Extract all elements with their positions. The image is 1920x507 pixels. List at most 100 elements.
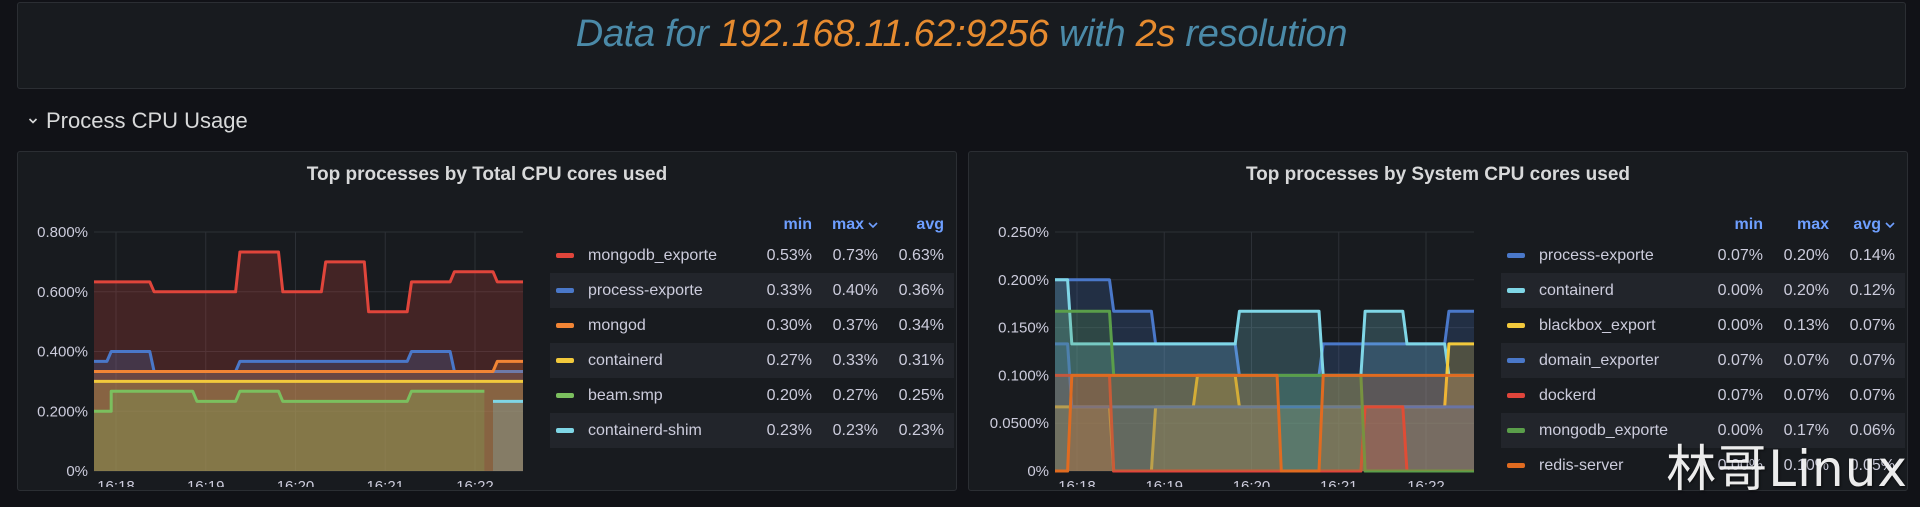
y-tick-label: 0.250% xyxy=(998,224,1049,241)
legend-total-cpu: min max avg mongodb_exporte 0.53% 0.73% 0.63% p… xyxy=(550,212,954,448)
legend-row[interactable]: mongod 0.30% 0.37% 0.34% xyxy=(550,308,954,343)
legend-value-min: 0.00% xyxy=(1717,421,1763,439)
y-tick-label: 0.150% xyxy=(998,320,1049,337)
y-tick-label: 0.600% xyxy=(37,284,88,301)
series-color-swatch xyxy=(1507,393,1525,398)
legend-value-min: 0.07% xyxy=(1717,386,1763,404)
legend-row[interactable]: dockerd 0.07% 0.07% 0.07% xyxy=(1501,378,1905,413)
series-color-swatch xyxy=(556,393,574,398)
legend-header-label: max xyxy=(831,216,864,233)
legend-value-max: 0.10% xyxy=(1783,456,1829,474)
series-line[interactable] xyxy=(94,359,523,373)
legend-value-max: 0.27% xyxy=(832,386,878,404)
legend-row[interactable]: mongodb_exporte 0.00% 0.17% 0.06% xyxy=(1501,413,1905,448)
legend-series-name: redis-server xyxy=(1539,456,1624,474)
series-area xyxy=(493,401,523,471)
series-color-swatch xyxy=(556,358,574,363)
legend-sort-max[interactable]: max xyxy=(1763,216,1829,234)
legend-value-min: 0.00% xyxy=(1717,281,1763,299)
legend-series-name: mongod xyxy=(588,316,646,334)
series-line[interactable] xyxy=(1055,278,1474,377)
legend-value-max: 0.37% xyxy=(832,316,878,334)
legend-value-min: 0.07% xyxy=(1717,351,1763,369)
x-tick-label: 16:18 xyxy=(1058,478,1096,487)
panel-title[interactable]: Top processes by Total CPU cores used xyxy=(306,164,668,185)
row-header-process-cpu[interactable]: Process CPU Usage xyxy=(28,108,248,134)
series-color-swatch xyxy=(1507,323,1525,328)
panel-total-cpu: Top processes by Total CPU cores used 0.… xyxy=(17,151,957,491)
legend-value-min: 0.23% xyxy=(766,421,812,439)
series-color-swatch xyxy=(556,253,574,258)
legend-row[interactable]: beam.smp 0.20% 0.27% 0.25% xyxy=(550,378,954,413)
legend-value-avg: 0.14% xyxy=(1849,246,1895,264)
series-line[interactable] xyxy=(94,250,523,314)
legend-value-avg: 0.07% xyxy=(1849,351,1895,369)
header-resolution: 2s xyxy=(1135,13,1176,55)
series-color-swatch xyxy=(1507,288,1525,293)
panel-system-cpu: Top processes by System CPU cores used 0… xyxy=(968,151,1908,491)
header-title: Data for 192.168.11.62:9256 with 2s reso… xyxy=(18,13,1905,56)
legend-value-avg: 0.12% xyxy=(1849,281,1895,299)
legend-value-max: 0.20% xyxy=(1783,246,1829,264)
legend-value-avg: 0.06% xyxy=(1849,421,1895,439)
legend-row[interactable]: process-exporte 0.07% 0.20% 0.14% xyxy=(1501,238,1905,273)
legend-value-max: 0.07% xyxy=(1783,386,1829,404)
legend-value-avg: 0.05% xyxy=(1849,456,1895,474)
legend-value-avg: 0.25% xyxy=(898,386,944,404)
legend-header-label: avg xyxy=(1853,216,1881,233)
legend-row[interactable]: process-exporte 0.33% 0.40% 0.36% xyxy=(550,273,954,308)
legend-row[interactable]: mongodb_exporte 0.53% 0.73% 0.63% xyxy=(550,238,954,273)
legend-system-cpu: min max avg process-exporte 0.07% 0.20% 0.14% c… xyxy=(1501,212,1905,483)
legend-series-name: domain_exporter xyxy=(1539,351,1660,369)
legend-series-name: containerd-shim xyxy=(588,421,702,439)
legend-series-name: mongodb_exporte xyxy=(588,246,717,264)
legend-row[interactable]: containerd 0.00% 0.20% 0.12% xyxy=(1501,273,1905,308)
legend-row[interactable]: containerd 0.27% 0.33% 0.31% xyxy=(550,343,954,378)
legend-value-avg: 0.07% xyxy=(1849,386,1895,404)
chevron-down-icon xyxy=(28,118,38,124)
legend-row[interactable]: redis-server 0.00% 0.10% 0.05% xyxy=(1501,448,1905,483)
series-line[interactable] xyxy=(1055,278,1474,377)
legend-value-max: 0.23% xyxy=(832,421,878,439)
legend-value-min: 0.27% xyxy=(766,351,812,369)
legend-sort-min[interactable]: min xyxy=(746,216,812,234)
x-tick-label: 16:20 xyxy=(1233,478,1271,487)
y-tick-label: 0.100% xyxy=(998,367,1049,384)
legend-value-max: 0.33% xyxy=(832,351,878,369)
x-tick-label: 16:21 xyxy=(366,478,404,487)
legend-header: min max avg xyxy=(1501,212,1905,238)
legend-value-min: 0.30% xyxy=(766,316,812,334)
legend-header-label: min xyxy=(783,216,812,233)
series-line[interactable] xyxy=(94,389,485,413)
x-tick-label: 16:19 xyxy=(1145,478,1183,487)
legend-row[interactable]: blackbox_export 0.00% 0.13% 0.07% xyxy=(1501,308,1905,343)
legend-sort-avg[interactable]: avg xyxy=(1829,216,1895,234)
header-middle: with xyxy=(1048,13,1136,55)
series-area xyxy=(1055,375,1474,471)
series-color-swatch xyxy=(556,323,574,328)
legend-sort-min[interactable]: min xyxy=(1697,216,1763,234)
chart-total-cpu[interactable]: 0.800% 0.600% 0.400% 0.200% 0% 16:18 16:19 16:2… xyxy=(18,197,533,487)
row-title: Process CPU Usage xyxy=(46,108,248,133)
legend-sort-avg[interactable]: avg xyxy=(878,216,944,234)
series-color-swatch xyxy=(556,428,574,433)
y-tick-label: 0.800% xyxy=(37,224,88,241)
x-tick-label: 16:22 xyxy=(1407,478,1445,487)
series-line[interactable] xyxy=(1055,373,1474,473)
chevron-down-icon xyxy=(1885,222,1895,229)
legend-value-avg: 0.34% xyxy=(898,316,944,334)
legend-value-avg: 0.07% xyxy=(1849,316,1895,334)
legend-value-max: 0.73% xyxy=(832,246,878,264)
legend-series-name: blackbox_export xyxy=(1539,316,1656,334)
series-color-swatch xyxy=(556,288,574,293)
legend-sort-max[interactable]: max xyxy=(812,216,878,234)
chart-system-cpu[interactable]: 0.250% 0.200% 0.150% 0.100% 0.0500% 0% 16:18 16… xyxy=(969,197,1484,487)
panel-title[interactable]: Top processes by System CPU cores used xyxy=(1245,164,1631,185)
legend-value-avg: 0.31% xyxy=(898,351,944,369)
legend-row[interactable]: containerd-shim 0.23% 0.23% 0.23% xyxy=(550,413,954,448)
legend-row[interactable]: domain_exporter 0.07% 0.07% 0.07% xyxy=(1501,343,1905,378)
series-area xyxy=(94,361,523,471)
chevron-down-icon xyxy=(868,222,878,229)
series-line[interactable] xyxy=(1055,309,1474,473)
series-line[interactable] xyxy=(94,350,523,373)
